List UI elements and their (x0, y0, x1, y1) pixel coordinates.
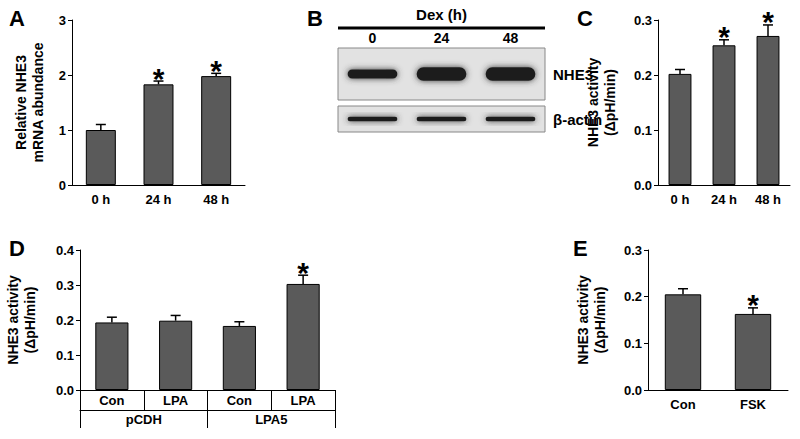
svg-text:*: * (718, 20, 730, 53)
svg-text:0.3: 0.3 (624, 243, 642, 258)
svg-text:3: 3 (59, 13, 66, 28)
svg-text:0 h: 0 h (91, 192, 110, 207)
svg-text:0.1: 0.1 (56, 348, 74, 363)
svg-text:0.4: 0.4 (56, 243, 75, 258)
svg-text:β-actin: β-actin (553, 110, 603, 128)
svg-text:1: 1 (59, 123, 66, 138)
svg-text:(ΔpH/min): (ΔpH/min) (602, 69, 618, 136)
svg-text:A: A (9, 6, 25, 31)
svg-text:0.0: 0.0 (56, 383, 74, 398)
svg-text:24 h: 24 h (711, 192, 737, 207)
svg-text:*: * (762, 5, 774, 38)
svg-text:*: * (297, 256, 309, 289)
svg-text:0.2: 0.2 (624, 289, 642, 304)
svg-text:D: D (9, 236, 25, 261)
svg-text:2: 2 (59, 68, 66, 83)
svg-text:B: B (307, 6, 323, 31)
svg-text:*: * (747, 288, 759, 321)
svg-text:(ΔpH/min): (ΔpH/min) (22, 287, 38, 354)
svg-text:NHE3 activity: NHE3 activity (575, 275, 591, 365)
svg-text:0: 0 (369, 30, 377, 46)
svg-text:NHE3 activity: NHE3 activity (5, 275, 21, 365)
svg-text:FSK: FSK (740, 397, 767, 412)
svg-text:*: * (210, 54, 222, 87)
svg-text:LPA5: LPA5 (255, 412, 287, 427)
svg-text:48: 48 (503, 30, 519, 46)
svg-text:LPA: LPA (163, 393, 189, 408)
svg-text:0.3: 0.3 (634, 13, 652, 28)
svg-text:24 h: 24 h (145, 192, 171, 207)
svg-text:0.3: 0.3 (56, 278, 74, 293)
svg-text:48 h: 48 h (203, 192, 229, 207)
svg-text:(ΔpH/min): (ΔpH/min) (592, 287, 608, 354)
svg-text:NHE3: NHE3 (553, 65, 593, 83)
svg-text:Con: Con (99, 393, 124, 408)
svg-text:E: E (573, 236, 588, 261)
svg-text:Con: Con (670, 397, 695, 412)
svg-text:NHE3 activity: NHE3 activity (585, 58, 601, 148)
svg-text:0.2: 0.2 (634, 68, 652, 83)
svg-text:mRNA abundance: mRNA abundance (30, 42, 46, 162)
svg-text:0.2: 0.2 (56, 313, 74, 328)
svg-text:0.1: 0.1 (634, 123, 652, 138)
svg-text:0: 0 (59, 178, 66, 193)
svg-text:0 h: 0 h (671, 192, 690, 207)
svg-text:24: 24 (434, 30, 450, 46)
svg-text:0.0: 0.0 (634, 178, 652, 193)
svg-text:Dex (h): Dex (h) (416, 6, 467, 23)
svg-text:0.1: 0.1 (624, 336, 642, 351)
svg-text:C: C (577, 6, 593, 31)
svg-text:*: * (153, 62, 165, 95)
svg-text:LPA: LPA (291, 393, 317, 408)
svg-text:48 h: 48 h (755, 192, 781, 207)
svg-text:Relative NHE3: Relative NHE3 (13, 55, 29, 150)
svg-text:pCDH: pCDH (126, 412, 162, 427)
svg-text:0.0: 0.0 (624, 383, 642, 398)
svg-text:Con: Con (227, 393, 252, 408)
